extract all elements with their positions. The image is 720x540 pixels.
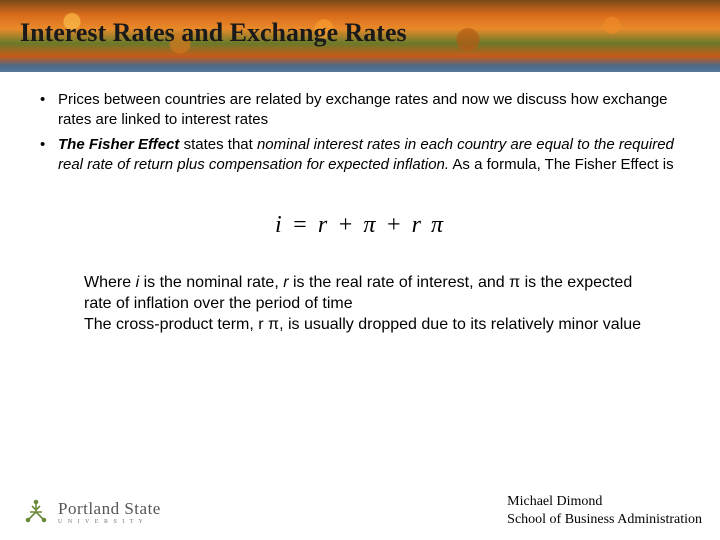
formula-r1: r (318, 212, 329, 238)
page-title: Interest Rates and Exchange Rates (20, 18, 407, 48)
text-run: Prices between countries are related by … (58, 91, 668, 128)
author-name: Michael Dimond (507, 493, 702, 511)
bullet-item: The Fisher Effect states that nominal in… (40, 135, 680, 174)
formula-pi1: π (363, 212, 377, 238)
text-run: As a formula, The Fisher Effect is (449, 156, 674, 173)
text-run: π (509, 274, 520, 291)
text-run: π (268, 316, 279, 333)
text-run: Where (84, 274, 136, 291)
formula-r2: r (412, 212, 431, 238)
logo-text: Portland State U N I V E R S I T Y (58, 499, 161, 525)
explanation-text: Where i is the nominal rate, r is the re… (40, 273, 680, 335)
school-name: School of Business Administration (507, 511, 702, 529)
formula-i: i (275, 212, 284, 238)
footer: Portland State U N I V E R S I T Y Micha… (0, 484, 720, 532)
formula-pi2: π (431, 212, 445, 238)
logo-icon (22, 498, 50, 526)
text-run: is the nominal rate, (139, 274, 283, 291)
logo-sub-text: U N I V E R S I T Y (58, 519, 161, 525)
formula-plus2: + (377, 212, 411, 238)
header-banner: Interest Rates and Exchange Rates (0, 0, 720, 72)
formula-eq: = (284, 212, 318, 238)
text-run: , is usually dropped due to its relative… (279, 316, 641, 333)
bullet-list: Prices between countries are related by … (40, 90, 680, 174)
text-run: The Fisher Effect (58, 136, 179, 153)
text-run: states that (179, 136, 257, 153)
formula-plus1: + (329, 212, 363, 238)
content-area: Prices between countries are related by … (0, 72, 720, 335)
bullet-item: Prices between countries are related by … (40, 90, 680, 129)
attribution: Michael Dimond School of Business Admini… (507, 493, 702, 528)
formula: i = r + π + r π (40, 212, 680, 239)
university-logo: Portland State U N I V E R S I T Y (22, 498, 161, 526)
text-run: is the real rate of interest, and (289, 274, 510, 291)
logo-main-text: Portland State (58, 499, 161, 519)
text-run: The cross-product term, r (84, 316, 268, 333)
